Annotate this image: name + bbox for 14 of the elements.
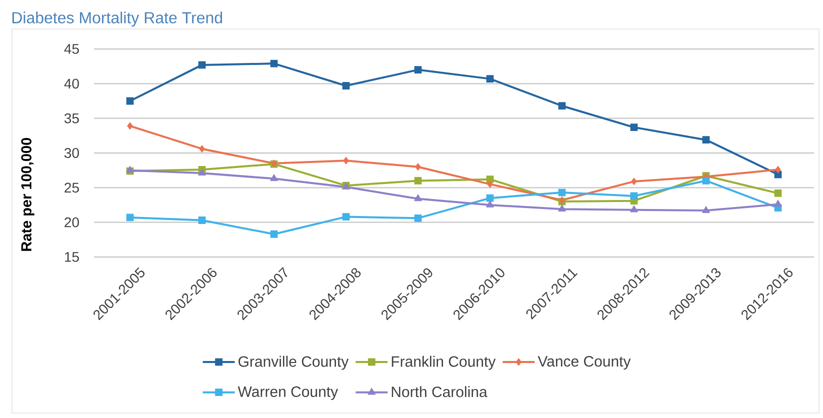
y-tick-label: 35 <box>64 113 79 124</box>
y-tick-label: 15 <box>64 252 79 262</box>
legend-label: Warren County <box>238 386 338 400</box>
y-tick-label: 25 <box>64 182 79 193</box>
y-tick-label: 40 <box>64 78 79 89</box>
y-tick-label: 45 <box>64 44 79 54</box>
legend-label: Vance County <box>538 356 631 370</box>
legend-label: Franklin County <box>392 356 496 370</box>
y-tick-label: 30 <box>64 148 79 158</box>
legend-label: Granville County <box>238 356 349 370</box>
y-axis-title: Rate per 100,000 <box>21 138 34 251</box>
y-tick-label: 20 <box>64 217 79 228</box>
chart-title: Diabetes Mortality Rate Trend <box>12 12 222 27</box>
legend-label: North Carolina <box>392 386 488 398</box>
